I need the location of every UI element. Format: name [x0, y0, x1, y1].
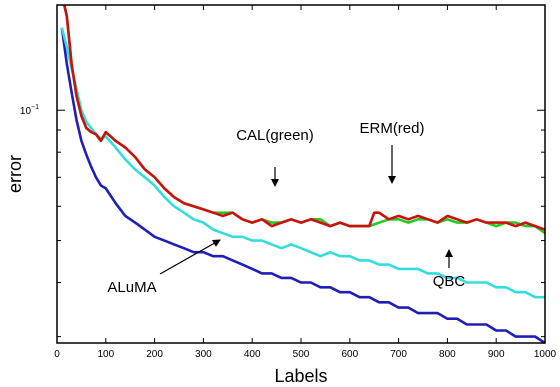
- x-tick-label: 400: [244, 349, 261, 360]
- x-tick-label: 800: [439, 349, 456, 360]
- series-line-erm: [63, 4, 546, 231]
- series-line-qbc: [60, 27, 545, 299]
- tick-layer: 0 100 200 300 400 500 600 700 800 900 1000 10−1: [20, 5, 557, 360]
- x-tick-label: 200: [146, 349, 163, 360]
- x-tick-label: 700: [390, 349, 407, 360]
- x-tick-label: 500: [293, 349, 310, 360]
- annotation-erm: ERM(red): [359, 120, 424, 137]
- series-layer: [60, 4, 546, 345]
- series-line-aluma: [60, 27, 546, 345]
- annotation-layer: CAL(green) ERM(red) QBC ALuMA: [107, 120, 465, 296]
- x-tick-label: 1000: [534, 349, 557, 360]
- x-tick-label: 600: [341, 349, 358, 360]
- y-tick-label: 10−1: [20, 104, 39, 117]
- x-tick-label: 300: [195, 349, 212, 360]
- annotation-arrow-aluma: [159, 239, 221, 275]
- annotation-cal: CAL(green): [236, 127, 314, 144]
- x-tick-label: 100: [97, 349, 114, 360]
- annotation-qbc: QBC: [433, 273, 466, 290]
- x-tick-label: 900: [488, 349, 505, 360]
- x-tick-label: 0: [54, 349, 60, 360]
- series-line-cal: [63, 4, 546, 235]
- y-axis-title: error: [5, 155, 25, 193]
- x-axis-title: Labels: [274, 366, 327, 386]
- annotation-aluma: ALuMA: [107, 279, 156, 296]
